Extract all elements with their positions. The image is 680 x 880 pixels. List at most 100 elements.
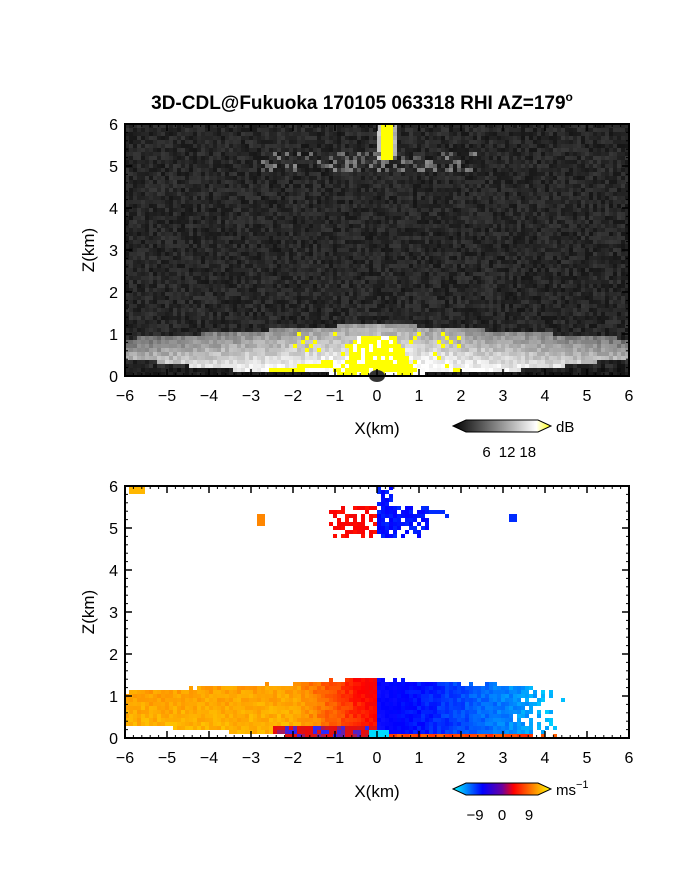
reflectivity-cell <box>409 132 413 136</box>
reflectivity-cell <box>317 216 321 220</box>
reflectivity-cell <box>521 172 525 176</box>
reflectivity-cell <box>209 276 213 280</box>
reflectivity-cell <box>445 200 449 204</box>
reflectivity-cell <box>433 128 437 132</box>
reflectivity-cell <box>529 172 533 176</box>
reflectivity-cell <box>385 220 389 224</box>
reflectivity-cell <box>545 156 549 160</box>
reflectivity-cell <box>197 204 201 208</box>
reflectivity-cell <box>289 192 293 196</box>
reflectivity-cell <box>569 272 573 276</box>
reflectivity-cell <box>445 240 449 244</box>
reflectivity-cell <box>613 256 617 260</box>
reflectivity-cell <box>373 208 377 212</box>
reflectivity-cell <box>505 224 509 228</box>
reflectivity-cell <box>309 208 313 212</box>
reflectivity-cell <box>509 156 513 160</box>
reflectivity-cell <box>213 172 217 176</box>
reflectivity-cell <box>401 144 405 148</box>
reflectivity-cell <box>369 152 373 156</box>
reflectivity-cell <box>125 260 129 264</box>
reflectivity-cell <box>173 240 177 244</box>
reflectivity-cell <box>501 144 505 148</box>
reflectivity-cell <box>305 268 309 272</box>
reflectivity-cell <box>201 212 205 216</box>
reflectivity-cell <box>461 232 465 236</box>
reflectivity-cell <box>465 156 469 160</box>
reflectivity-cell <box>469 160 473 164</box>
reflectivity-cell <box>309 224 313 228</box>
reflectivity-cell <box>169 184 173 188</box>
reflectivity-cell <box>277 180 281 184</box>
reflectivity-cell <box>441 148 445 152</box>
reflectivity-cell <box>173 144 177 148</box>
reflectivity-cell <box>389 236 393 240</box>
reflectivity-cell <box>613 236 617 240</box>
reflectivity-cell <box>293 232 297 236</box>
reflectivity-cell <box>165 156 169 160</box>
reflectivity-cell <box>621 148 625 152</box>
reflectivity-cell <box>217 140 221 144</box>
reflectivity-cell <box>221 224 225 228</box>
reflectivity-cell <box>305 260 309 264</box>
reflectivity-cell <box>309 280 313 284</box>
reflectivity-cell <box>533 192 537 196</box>
reflectivity-cell <box>429 160 433 164</box>
reflectivity-cell <box>505 240 509 244</box>
reflectivity-cell <box>581 268 585 272</box>
reflectivity-cell <box>417 144 421 148</box>
reflectivity-cell <box>281 264 285 268</box>
reflectivity-cell <box>389 228 393 232</box>
reflectivity-cell <box>545 196 549 200</box>
reflectivity-cell <box>361 132 365 136</box>
reflectivity-cell <box>261 144 265 148</box>
reflectivity-cell <box>189 136 193 140</box>
reflectivity-cell <box>337 200 341 204</box>
reflectivity-cell <box>241 276 245 280</box>
reflectivity-cell <box>293 236 297 240</box>
reflectivity-cell <box>601 200 605 204</box>
reflectivity-cell <box>461 220 465 224</box>
reflectivity-cell <box>513 180 517 184</box>
reflectivity-cell <box>225 216 229 220</box>
reflectivity-cell <box>357 132 361 136</box>
reflectivity-cell <box>557 192 561 196</box>
reflectivity-cell <box>297 132 301 136</box>
reflectivity-cell <box>237 248 241 252</box>
reflectivity-cell <box>261 156 265 160</box>
reflectivity-cell <box>273 252 277 256</box>
reflectivity-cell <box>137 192 141 196</box>
reflectivity-cell <box>293 188 297 192</box>
reflectivity-cell <box>609 264 613 268</box>
reflectivity-cell <box>589 268 593 272</box>
reflectivity-cell <box>453 200 457 204</box>
reflectivity-cell <box>249 256 253 260</box>
reflectivity-cell <box>373 160 377 164</box>
reflectivity-cell <box>389 256 393 260</box>
reflectivity-cell <box>257 268 261 272</box>
reflectivity-cell <box>441 124 445 128</box>
reflectivity-cell <box>569 128 573 132</box>
reflectivity-cell <box>149 188 153 192</box>
reflectivity-cell <box>261 164 265 168</box>
reflectivity-cell <box>249 132 253 136</box>
reflectivity-cell <box>613 232 617 236</box>
reflectivity-cell <box>277 228 281 232</box>
reflectivity-cell <box>325 136 329 140</box>
reflectivity-cell <box>217 164 221 168</box>
reflectivity-cell <box>489 156 493 160</box>
reflectivity-cell <box>525 264 529 268</box>
reflectivity-cell <box>301 220 305 224</box>
reflectivity-cell <box>441 248 445 252</box>
reflectivity-cell <box>457 148 461 152</box>
reflectivity-cell <box>345 148 349 152</box>
reflectivity-cell <box>289 132 293 136</box>
reflectivity-cell <box>525 192 529 196</box>
reflectivity-cell <box>137 168 141 172</box>
reflectivity-cell <box>141 148 145 152</box>
reflectivity-cell <box>333 168 337 172</box>
reflectivity-cell <box>405 248 409 252</box>
reflectivity-cell <box>401 220 405 224</box>
reflectivity-cell <box>169 252 173 256</box>
reflectivity-cell <box>473 244 477 248</box>
